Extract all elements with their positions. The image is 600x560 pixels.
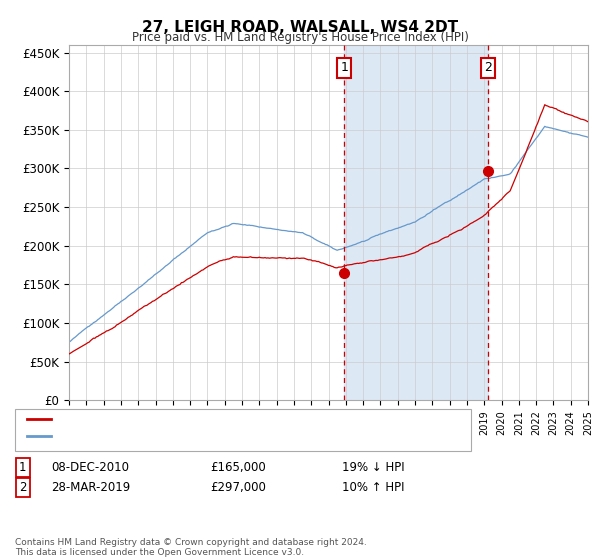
Text: 27, LEIGH ROAD, WALSALL, WS4 2DT: 27, LEIGH ROAD, WALSALL, WS4 2DT [142,20,458,35]
Text: £297,000: £297,000 [210,480,266,494]
Text: Price paid vs. HM Land Registry's House Price Index (HPI): Price paid vs. HM Land Registry's House … [131,31,469,44]
Text: £165,000: £165,000 [210,461,266,474]
Text: 08-DEC-2010: 08-DEC-2010 [51,461,129,474]
Text: 2: 2 [19,480,26,494]
Text: 2: 2 [484,62,492,74]
Text: 1: 1 [19,461,26,474]
Text: HPI: Average price, detached house, Walsall: HPI: Average price, detached house, Wals… [55,431,301,441]
Text: 10% ↑ HPI: 10% ↑ HPI [342,480,404,494]
Text: 27, LEIGH ROAD, WALSALL, WS4 2DT (detached house): 27, LEIGH ROAD, WALSALL, WS4 2DT (detach… [55,414,365,424]
Text: 1: 1 [340,62,349,74]
Text: Contains HM Land Registry data © Crown copyright and database right 2024.
This d: Contains HM Land Registry data © Crown c… [15,538,367,557]
Text: 19% ↓ HPI: 19% ↓ HPI [342,461,404,474]
Bar [344,45,488,400]
Text: 28-MAR-2019: 28-MAR-2019 [51,480,130,494]
